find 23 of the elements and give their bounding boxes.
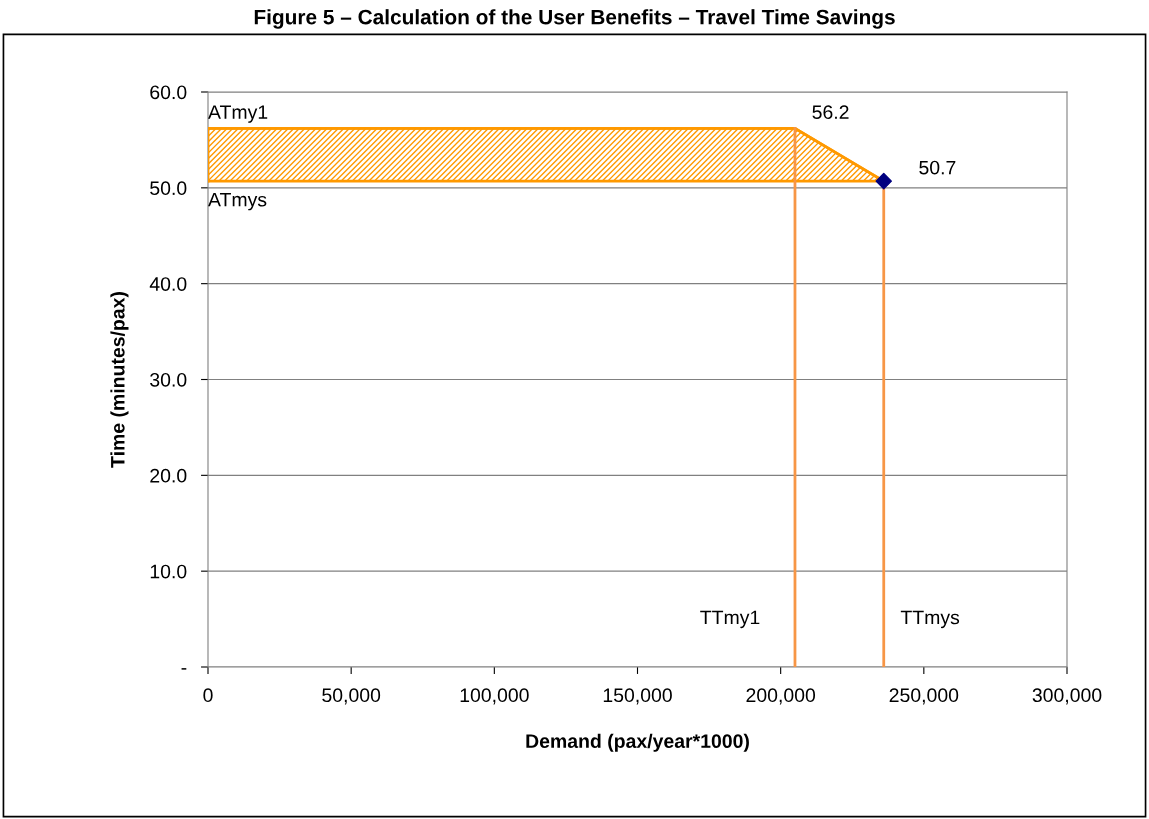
y-tick-label: 40.0 xyxy=(149,277,187,291)
y-tick-label: 20.0 xyxy=(150,468,187,483)
x-tick-label: 100,000 xyxy=(460,688,529,705)
y-tick-label: 10.0 xyxy=(150,564,187,579)
x-tick-label: 150,000 xyxy=(603,688,672,705)
annotation: 56.2 xyxy=(812,105,849,120)
y-tick-label: 60.0 xyxy=(150,85,187,100)
y-tick-label: 50.0 xyxy=(150,181,187,196)
annotation: ATmy1 xyxy=(208,105,268,123)
data-label: 50.7 xyxy=(919,160,956,175)
x-axis-title: Demand (pax/year*1000) xyxy=(526,733,749,752)
y-axis-title: Time (minutes/pax) xyxy=(110,292,129,468)
x-tick-label: 200,000 xyxy=(746,688,816,705)
annotation: TTmy1 xyxy=(700,610,760,629)
y-tick-label: 30.0 xyxy=(150,372,187,387)
x-tick-label: 300,000 xyxy=(1032,688,1102,705)
x-tick-label: 0 xyxy=(203,688,213,703)
x-tick-label: 250,000 xyxy=(889,688,959,705)
chart-title: Figure 5 – Calculation of the User Benefits – Travel Time Savings xyxy=(254,9,895,29)
annotation: TTmys xyxy=(900,610,960,629)
annotation: ATmys xyxy=(208,192,267,211)
y-tick-label: - xyxy=(181,668,187,670)
x-tick-label: 50,000 xyxy=(322,688,381,705)
